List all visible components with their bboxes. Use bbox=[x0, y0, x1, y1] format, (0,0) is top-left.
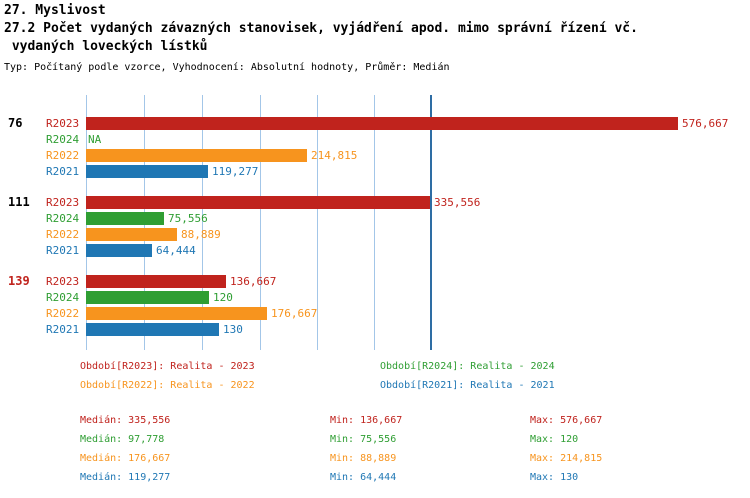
period-label: R2022 bbox=[46, 307, 80, 320]
bar-value-label: 335,556 bbox=[434, 196, 481, 209]
legend-item-R2022: Období[R2022]: Realita - 2022 bbox=[80, 380, 255, 391]
bar-value-label: 136,667 bbox=[230, 275, 277, 288]
bar-value-label: 576,667 bbox=[682, 117, 729, 130]
period-label: R2023 bbox=[46, 275, 80, 288]
stat-max-R2022: Max: 214,815 bbox=[530, 453, 603, 464]
bar-value-label: 119,277 bbox=[212, 165, 259, 178]
bar-value-label: NA bbox=[88, 133, 102, 146]
chart-subtitle-line2: vydaných loveckých lístků bbox=[4, 39, 208, 54]
v-gridline bbox=[317, 95, 318, 350]
bar bbox=[86, 165, 208, 178]
stat-median-R2024: Medián: 97,778 bbox=[80, 434, 165, 445]
stat-min-R2022: Min: 88,889 bbox=[330, 453, 397, 464]
plot-area: 76 R2023 576,667 R2024 NA R2022 214,815 R2021 11… bbox=[0, 95, 750, 353]
v-gridline bbox=[202, 95, 203, 350]
legend-item-R2023: Období[R2023]: Realita - 2023 bbox=[80, 361, 255, 372]
bar bbox=[86, 228, 177, 241]
legend: Období[R2023]: Realita - 2023 Období[R202… bbox=[0, 360, 750, 402]
period-label: R2023 bbox=[46, 117, 80, 130]
stat-median-R2021: Medián: 119,277 bbox=[80, 472, 171, 483]
stat-max-R2023: Max: 576,667 bbox=[530, 415, 603, 426]
bar-value-label: 75,556 bbox=[168, 212, 208, 225]
group-label: 111 bbox=[8, 195, 30, 209]
bar-value-label: 120 bbox=[213, 291, 233, 304]
period-label: R2021 bbox=[46, 244, 80, 257]
legend-item-R2021: Období[R2021]: Realita - 2021 bbox=[380, 380, 555, 391]
stat-max-R2024: Max: 120 bbox=[530, 434, 579, 445]
period-label: R2021 bbox=[46, 323, 80, 336]
stat-median-R2023: Medián: 335,556 bbox=[80, 415, 171, 426]
stat-min-R2024: Min: 75,556 bbox=[330, 434, 397, 445]
bar bbox=[86, 196, 430, 209]
bar bbox=[86, 244, 152, 257]
period-label: R2023 bbox=[46, 196, 80, 209]
stat-min-R2021: Min: 64,444 bbox=[330, 472, 397, 483]
bar bbox=[86, 149, 307, 162]
chart-meta: Typ: Počítaný podle vzorce, Vyhodnocení:… bbox=[4, 62, 450, 73]
bar bbox=[86, 323, 219, 336]
bar bbox=[86, 212, 164, 225]
group-label: 76 bbox=[8, 116, 23, 130]
chart-subtitle-line1: 27.2 Počet vydaných závazných stanovisek… bbox=[4, 21, 638, 36]
period-label: R2022 bbox=[46, 149, 80, 162]
stat-median-R2022: Medián: 176,667 bbox=[80, 453, 171, 464]
bar-value-label: 64,444 bbox=[156, 244, 196, 257]
bar bbox=[86, 307, 267, 320]
stat-max-R2021: Max: 130 bbox=[530, 472, 579, 483]
bar-value-label: 176,667 bbox=[271, 307, 318, 320]
bar-value-label: 88,889 bbox=[181, 228, 221, 241]
legend-item-R2024: Období[R2024]: Realita - 2024 bbox=[380, 361, 555, 372]
bar-value-label: 214,815 bbox=[311, 149, 358, 162]
bar bbox=[86, 117, 678, 130]
stats-table: Medián: 335,556 Min: 136,667 Max: 576,667 M… bbox=[0, 414, 750, 494]
bar bbox=[86, 275, 226, 288]
period-label: R2024 bbox=[46, 133, 80, 146]
period-label: R2021 bbox=[46, 165, 80, 178]
bar bbox=[86, 291, 209, 304]
median-line bbox=[430, 95, 432, 350]
group-label: 139 bbox=[8, 274, 30, 288]
stat-min-R2023: Min: 136,667 bbox=[330, 415, 403, 426]
period-label: R2022 bbox=[46, 228, 80, 241]
v-gridline bbox=[260, 95, 261, 350]
chart-title: 27. Myslivost bbox=[4, 3, 106, 18]
bar-value-label: 130 bbox=[223, 323, 243, 336]
period-label: R2024 bbox=[46, 212, 80, 225]
period-label: R2024 bbox=[46, 291, 80, 304]
v-gridline bbox=[374, 95, 375, 350]
